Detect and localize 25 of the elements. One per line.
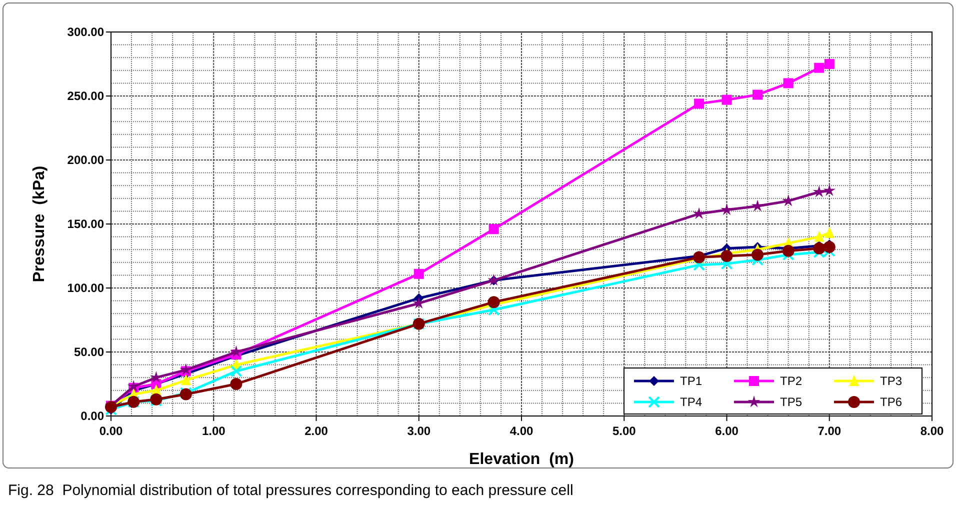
legend-label: TP3 [880, 374, 902, 388]
y-tick-label: 200.00 [67, 153, 104, 168]
y-tick-label: 150.00 [67, 217, 104, 232]
legend-label: TP5 [780, 395, 802, 410]
x-tick-label: 2.00 [304, 424, 328, 438]
y-tick-label: 0.00 [80, 409, 104, 424]
y-tick-label: 50.00 [74, 345, 104, 360]
x-tick-label: 3.00 [407, 424, 431, 438]
y-tick-label: 250.00 [67, 89, 104, 104]
x-axis-title: Elevation (m) [469, 451, 574, 468]
legend-label: TP1 [680, 374, 702, 388]
legend-label: TP2 [780, 374, 802, 388]
legend-label: TP4 [680, 395, 702, 410]
x-tick-label: 6.00 [715, 424, 739, 438]
x-tick-label: 0.00 [99, 424, 123, 438]
x-tick-label: 8.00 [920, 424, 944, 438]
x-tick-label: 5.00 [612, 424, 636, 438]
caption: Fig. 28 Polynomial distribution of total pressures corresponding to each pressure cell [8, 482, 574, 499]
y-tick-label: 100.00 [67, 281, 104, 296]
x-tick-label: 4.00 [510, 424, 534, 438]
legend-label: TP6 [880, 395, 902, 410]
y-tick-label: 300.00 [67, 25, 104, 40]
x-tick-label: 7.00 [818, 424, 842, 438]
y-axis-title: Pressure (kPa) [31, 166, 48, 282]
x-tick-label: 1.00 [202, 424, 226, 438]
